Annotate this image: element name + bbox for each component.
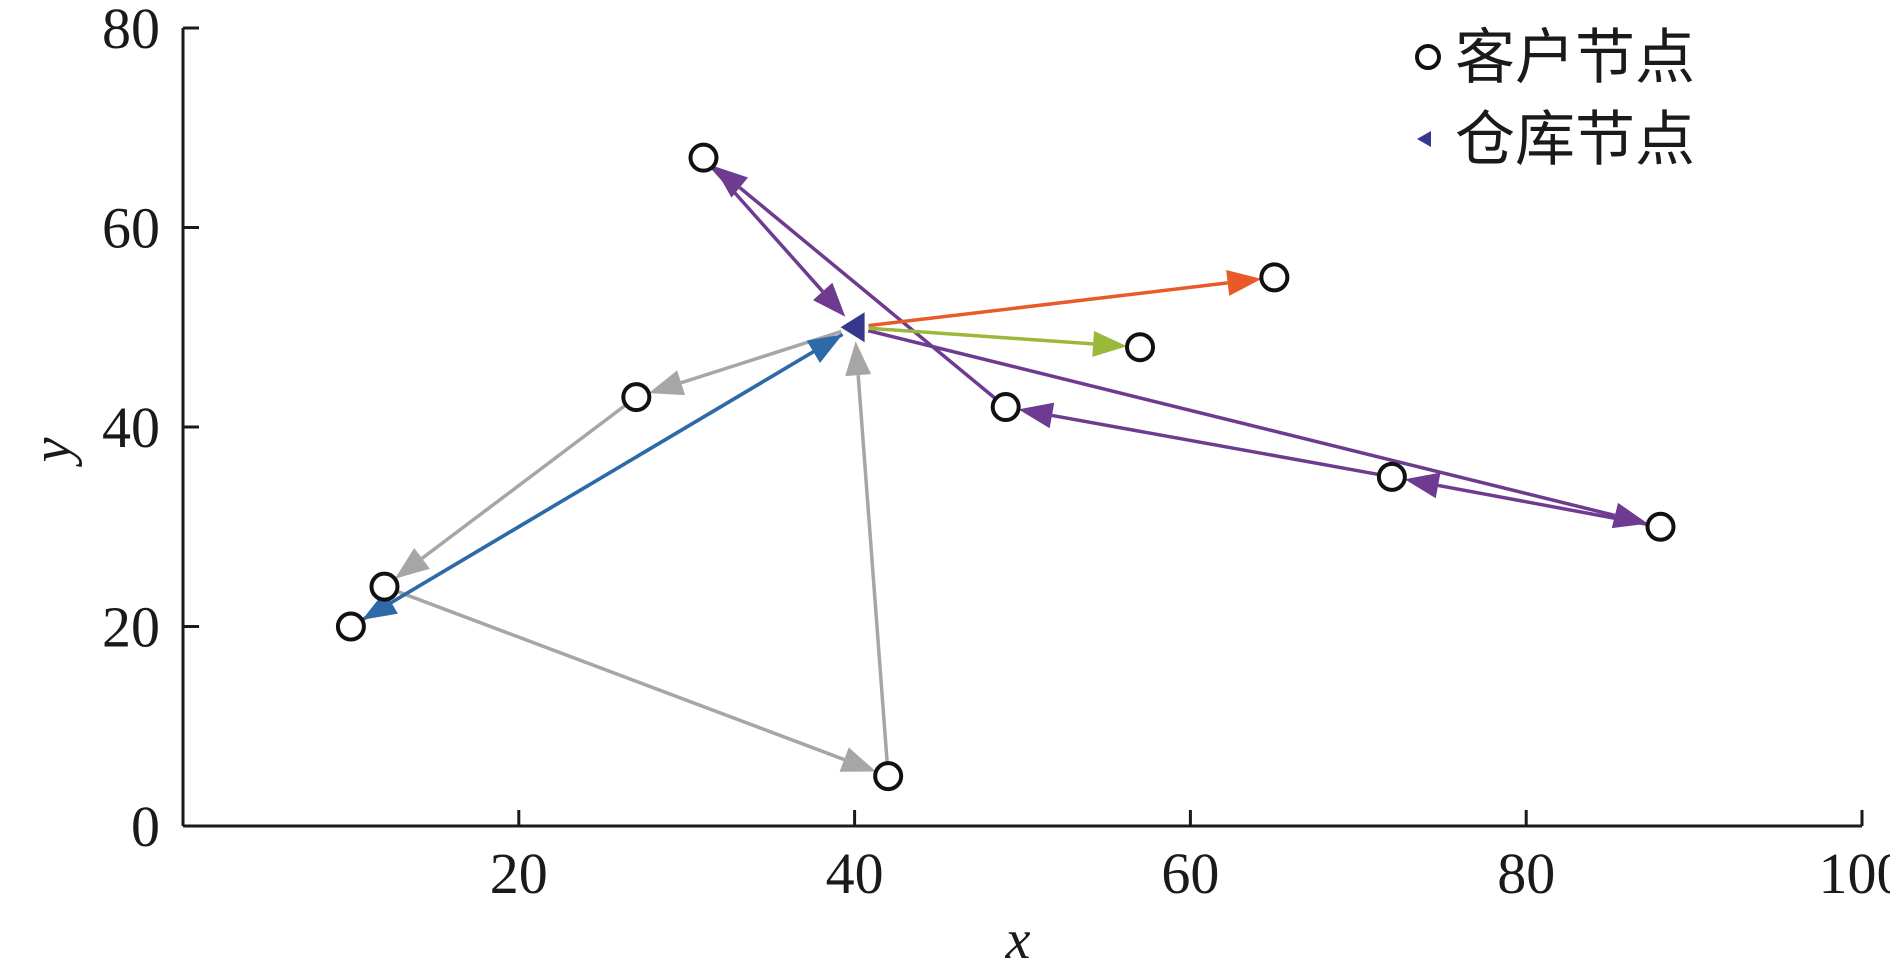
route-arrowhead	[1404, 472, 1441, 499]
legend-depot-label: 仓库节点	[1455, 105, 1695, 175]
route-arrowhead	[1092, 330, 1128, 357]
route-segment	[1437, 483, 1649, 527]
route-segment	[738, 186, 997, 401]
legend-customer-label: 客户节点	[1455, 23, 1695, 93]
route-5	[361, 332, 844, 622]
route-segment	[420, 403, 627, 560]
route-arrowhead	[648, 370, 686, 396]
legend-customer-marker	[1415, 44, 1441, 70]
customer-node	[1376, 461, 1407, 492]
route-arrowhead	[713, 165, 749, 198]
route-arrowhead	[1226, 270, 1262, 296]
y-tick-label: 0	[131, 794, 160, 859]
route-segment	[361, 350, 815, 622]
axes: 20 40 60 80 100 0 20 40 60 80	[102, 0, 1890, 906]
nodes-layer	[335, 142, 1676, 792]
customer-node	[873, 761, 904, 792]
x-tick-label: 100	[1819, 841, 1890, 906]
y-tick-label: 80	[102, 0, 160, 61]
x-tick-label: 20	[490, 841, 548, 906]
route-segment	[867, 328, 1616, 518]
route-arrowhead	[1018, 402, 1055, 429]
route-arrowhead	[394, 547, 430, 579]
x-tick-label: 40	[826, 841, 884, 906]
route-segment	[1051, 413, 1380, 477]
customer-node	[1645, 511, 1676, 542]
routes-layer	[361, 165, 1649, 772]
y-axis-title: y	[21, 437, 83, 467]
route-4	[394, 329, 889, 772]
x-tick-label: 80	[1497, 841, 1555, 906]
customer-node	[688, 142, 719, 173]
y-tick-label: 60	[102, 196, 160, 261]
route-segment	[710, 166, 824, 293]
y-tick-label: 40	[102, 395, 160, 460]
route-segment	[868, 281, 1228, 328]
x-axis-title: x	[1005, 909, 1031, 971]
customer-node	[1259, 262, 1290, 293]
route-arrowhead	[812, 282, 846, 317]
y-tick-label: 20	[102, 595, 160, 660]
route-arrowhead	[806, 334, 843, 363]
route-arrowhead	[839, 747, 877, 772]
route-3	[868, 326, 1128, 357]
customer-node	[369, 571, 400, 602]
legend-depot-marker	[1417, 131, 1431, 147]
route-1	[710, 165, 1649, 529]
customer-node	[990, 392, 1021, 423]
customer-node	[335, 611, 366, 642]
customer-node	[1125, 332, 1156, 363]
route-arrowhead	[845, 341, 872, 377]
route-segment	[856, 374, 889, 764]
depot-node	[840, 312, 865, 343]
route-2	[868, 270, 1262, 328]
route-segment	[868, 326, 1094, 346]
customer-node	[621, 382, 652, 413]
x-tick-label: 60	[1161, 841, 1219, 906]
legend: 客户节点 仓库节点	[1415, 23, 1695, 175]
route-segment	[396, 589, 845, 762]
